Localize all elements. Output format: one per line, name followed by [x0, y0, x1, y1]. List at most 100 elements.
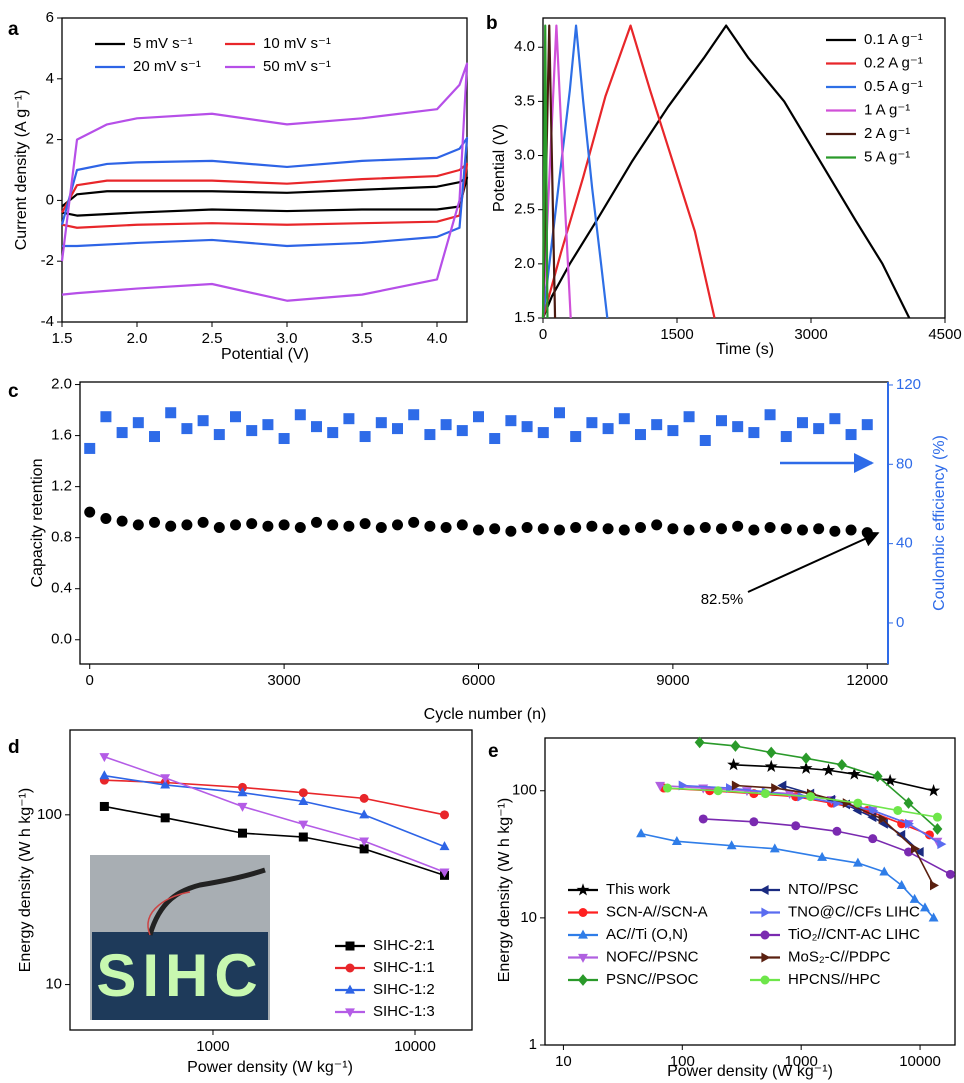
data-point: [780, 431, 792, 443]
data-point: [847, 767, 861, 780]
data-point: [764, 759, 778, 773]
y2-tick-label: 40: [896, 535, 913, 552]
y-tick-label: 4.0: [514, 38, 535, 55]
x-tick-label: 2.0: [127, 330, 148, 347]
data-point: [359, 837, 370, 847]
data-point: [732, 421, 744, 433]
legend-marker: [578, 974, 588, 986]
series-line: [104, 805, 445, 877]
series-line: [541, 24, 609, 319]
legend-marker: [760, 930, 770, 940]
legend-label: TNO@C//CFs LIHC: [788, 903, 920, 920]
data-point: [343, 520, 355, 532]
legend-label: NOFC//PSNC: [606, 948, 699, 965]
legend-label: 0.1 A g⁻¹: [864, 31, 923, 48]
data-point: [861, 419, 873, 431]
data-point: [160, 774, 171, 784]
legend-label: 5 A g⁻¹: [864, 148, 910, 165]
y-tick-label: 2.0: [514, 255, 535, 272]
data-point: [160, 779, 171, 789]
data-point: [521, 521, 533, 533]
legend-label: SIHC-2:1: [373, 937, 435, 954]
data-point: [298, 832, 308, 842]
data-point: [817, 851, 828, 861]
x-tick-label: 3000: [794, 326, 827, 343]
data-point: [813, 523, 825, 535]
data-point: [149, 431, 161, 443]
data-point: [634, 429, 646, 441]
series-line: [60, 62, 469, 302]
data-point: [553, 524, 565, 536]
y-tick-label: 1.6: [51, 427, 72, 444]
data-point: [937, 839, 947, 850]
data-point: [149, 516, 161, 528]
data-point: [213, 521, 225, 533]
data-point: [727, 758, 740, 771]
x-axis-title: Power density (W kg⁻¹): [667, 1063, 833, 1080]
data-point: [537, 427, 549, 439]
x-axis-title: Potential (V): [221, 346, 309, 363]
legend-marker: [761, 952, 771, 963]
data-point: [731, 780, 741, 791]
series-line: [541, 24, 911, 319]
data-point: [796, 417, 808, 429]
cable: [147, 867, 266, 936]
data-point: [408, 516, 420, 528]
legend-label: HPCNS//HPC: [788, 971, 881, 988]
legend-label: 1 A g⁻¹: [864, 101, 910, 118]
legend-label: 10 mV s⁻¹: [263, 35, 331, 52]
data-point: [928, 912, 939, 922]
data-point: [791, 821, 801, 831]
data-point: [116, 515, 128, 527]
x-axis-title: Power density (W kg⁻¹): [187, 1059, 353, 1076]
data-point: [715, 415, 727, 427]
legend-label: TiO₂//CNT-AC LIHC: [788, 926, 920, 943]
y-tick-label: 0.0: [51, 631, 72, 648]
y-axis-title: Current density (A g⁻¹): [13, 90, 30, 251]
data-point: [570, 431, 582, 443]
data-point: [359, 809, 370, 819]
x-tick-label: 6000: [462, 672, 495, 689]
data-point: [327, 427, 339, 439]
data-point: [869, 805, 879, 816]
data-point: [878, 814, 888, 824]
data-point: [489, 433, 501, 445]
data-point: [893, 805, 903, 815]
data-point: [440, 810, 450, 820]
legend-marker: [578, 908, 588, 918]
data-point: [602, 423, 614, 435]
data-point: [832, 826, 842, 836]
series-line: [682, 784, 942, 845]
data-point: [879, 866, 890, 876]
data-point: [932, 812, 942, 822]
data-point: [920, 902, 930, 912]
legend-label: SIHC-1:3: [373, 1003, 435, 1020]
data-point: [278, 519, 290, 531]
data-point: [99, 753, 110, 763]
x-tick-label: 100: [670, 1053, 695, 1070]
data-point: [489, 523, 501, 535]
data-point: [618, 524, 630, 536]
data-point: [903, 797, 914, 809]
annotation: 82.5%: [701, 591, 744, 608]
series-line: [699, 741, 938, 830]
data-point: [132, 417, 144, 429]
data-point: [440, 419, 452, 431]
data-point: [699, 521, 711, 533]
inset-led-text: SIHC: [96, 942, 263, 1009]
data-point: [375, 417, 387, 429]
legend-marker: [759, 885, 769, 895]
data-point: [298, 788, 308, 798]
data-point: [780, 523, 792, 535]
x-tick-label: 4.0: [427, 330, 448, 347]
data-point: [311, 516, 323, 528]
data-point: [505, 415, 517, 427]
y-axis-title: Energy density (W h kg⁻¹): [17, 788, 34, 973]
y-axis-title: Energy density (W h kg⁻¹): [496, 798, 513, 983]
data-point: [861, 527, 873, 539]
data-point: [694, 736, 705, 749]
y-tick-label: 10: [520, 909, 537, 926]
y-tick-label: 6: [46, 9, 54, 26]
y-tick-label: -2: [41, 252, 54, 269]
data-point: [636, 828, 647, 838]
